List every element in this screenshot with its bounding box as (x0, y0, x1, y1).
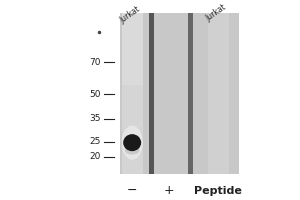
Text: 25: 25 (90, 137, 101, 146)
Text: Jurkat: Jurkat (118, 5, 141, 25)
Bar (120, 13, 239, 174)
Ellipse shape (123, 134, 141, 151)
Text: +: + (164, 184, 175, 197)
Bar (188, 13, 193, 174)
Bar (149, 13, 154, 174)
Bar (208, 13, 229, 174)
Text: 70: 70 (89, 58, 101, 67)
Text: Jurkat: Jurkat (204, 3, 228, 23)
Ellipse shape (122, 126, 143, 160)
Text: 50: 50 (89, 90, 101, 99)
Text: −: − (127, 184, 137, 197)
Ellipse shape (125, 146, 140, 155)
Text: Peptide: Peptide (194, 186, 242, 196)
Bar (122, 13, 142, 174)
Text: 20: 20 (90, 152, 101, 161)
Bar (122, 13, 142, 85)
Text: 35: 35 (89, 114, 101, 123)
